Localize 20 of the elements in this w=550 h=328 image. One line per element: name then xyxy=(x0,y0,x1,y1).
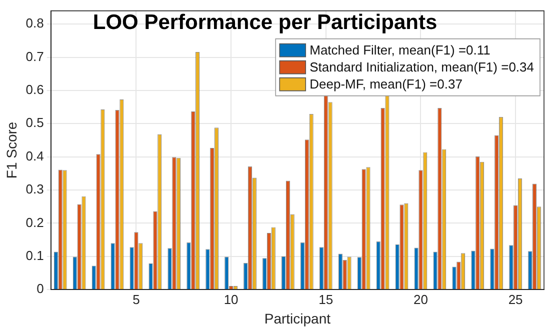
y-tick-label: 0.7 xyxy=(26,48,44,64)
y-tick-label: 0.5 xyxy=(26,115,44,130)
x-tick-label: 5 xyxy=(132,292,140,307)
y-tick-label: 0 xyxy=(36,281,44,296)
legend-label: Deep-MF, mean(F1) =0.37 xyxy=(310,76,462,92)
legend-label: Matched Filter, mean(F1) =0.11 xyxy=(310,42,490,58)
y-tick-label: 0.3 xyxy=(26,182,44,197)
y-axis-title: F1 Score xyxy=(3,122,20,179)
y-tick-label: 0.4 xyxy=(26,148,44,164)
y-tick-label: 0.2 xyxy=(26,214,44,230)
x-tick-label: 10 xyxy=(224,292,238,307)
y-tick-label: 0.8 xyxy=(26,16,44,31)
x-tick-label: 20 xyxy=(413,292,428,307)
y-tick-label: 0.6 xyxy=(26,82,44,98)
y-tick-label: 0.1 xyxy=(26,248,44,263)
x-tick-label: 25 xyxy=(508,292,523,307)
legend-label: Standard Initialization, mean(F1) =0.34 xyxy=(310,59,534,74)
x-tick-label: 15 xyxy=(318,292,334,307)
chart-title: LOO Performance per Participants xyxy=(92,11,438,34)
x-axis-title: Participant xyxy=(264,310,331,326)
